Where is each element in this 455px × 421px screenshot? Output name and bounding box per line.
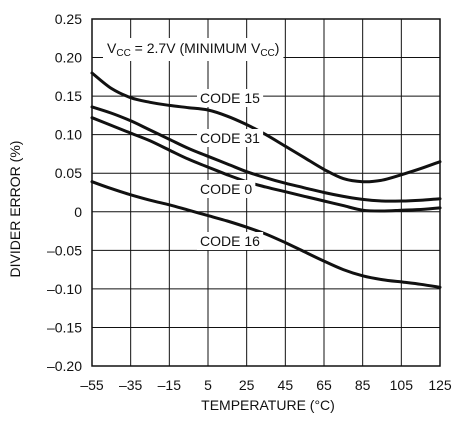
y-axis-title: DIVIDER ERROR (%)	[7, 141, 23, 278]
x-tick-label: 105	[390, 377, 414, 393]
label-background-code-16	[197, 232, 264, 250]
curve-labels: CODE 15 CODE 31 CODE 0 CODE 16	[197, 89, 264, 250]
y-tick-labels: 0.25 0.20 0.15 0.10 0.05 0 –0.05 –0.10 –0.15 –0.2…	[47, 11, 82, 374]
label-background-code-0	[197, 180, 256, 198]
x-tick-label: 125	[428, 377, 452, 393]
x-tick-label: 45	[278, 377, 294, 393]
label-code-16: CODE 16	[200, 233, 260, 249]
plot-frame	[91, 18, 441, 367]
x-tick-labels: –55 –35 –15 5 25 45 65 85 105 125	[80, 377, 452, 393]
x-tick-label: 5	[204, 377, 212, 393]
x-tick-label: –35	[119, 377, 143, 393]
series-line-code-16	[90, 180, 442, 289]
label-background-code-15	[197, 89, 264, 107]
grid	[91, 18, 441, 367]
series-line-code-31	[90, 105, 442, 203]
label-background-code-31	[197, 129, 264, 147]
annotation-background	[103, 38, 284, 61]
label-code-15: CODE 15	[200, 90, 260, 106]
x-tick-label: –55	[80, 377, 104, 393]
y-tick-label: 0.15	[55, 88, 82, 104]
y-tick-label: –0.15	[47, 319, 82, 335]
y-tick-label: 0.20	[55, 50, 82, 66]
y-tick-label: 0.05	[55, 165, 82, 181]
y-tick-label: 0.25	[55, 11, 82, 27]
series-group	[90, 71, 442, 289]
vcc-annotation: VCC = 2.7V (MINIMUM VCC)	[107, 40, 279, 59]
x-tick-label: 85	[355, 377, 371, 393]
y-tick-label: –0.20	[47, 358, 82, 374]
x-tick-label: 25	[239, 377, 255, 393]
series-line-code-0	[90, 116, 442, 213]
y-tick-label: 0.10	[55, 127, 82, 143]
label-code-0: CODE 0	[200, 181, 252, 197]
x-axis-title: TEMPERATURE (°C)	[201, 397, 335, 413]
label-code-31: CODE 31	[200, 130, 260, 146]
x-tick-label: –15	[158, 377, 182, 393]
y-tick-label: –0.10	[47, 281, 82, 297]
series-line-code-15	[90, 71, 442, 184]
x-tick-label: 65	[316, 377, 332, 393]
y-tick-label: 0	[74, 204, 82, 220]
y-tick-label: –0.05	[47, 242, 82, 258]
